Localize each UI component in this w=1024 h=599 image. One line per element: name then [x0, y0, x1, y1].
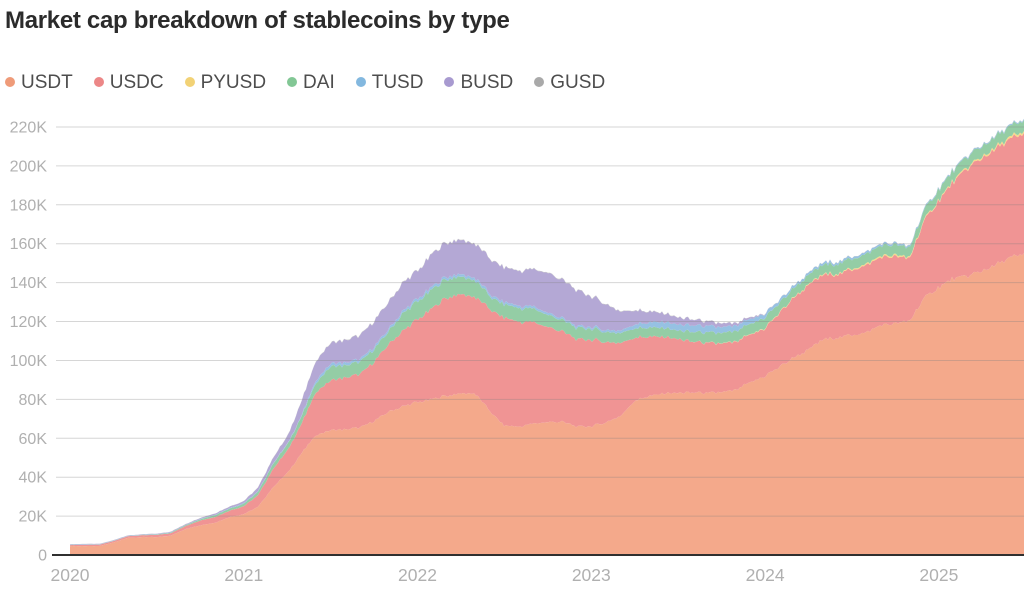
x-axis-tick-label: 2023 — [572, 565, 611, 585]
legend-label: GUSD — [550, 71, 606, 93]
y-axis-tick-label: 60K — [19, 431, 48, 448]
legend-item-dai[interactable]: DAI — [287, 73, 335, 92]
legend-label: DAI — [303, 71, 335, 93]
legend: USDT USDC PYUSD DAI TUSD BUSD GUSD — [5, 70, 605, 94]
y-axis-tick-label: 180K — [10, 197, 48, 214]
y-axis-tick-label: 140K — [10, 275, 48, 292]
page-title: Market cap breakdown of stablecoins by t… — [5, 7, 510, 34]
y-axis-tick-label: 20K — [19, 509, 48, 526]
legend-item-busd[interactable]: BUSD — [444, 73, 513, 92]
legend-dot — [5, 77, 15, 87]
x-axis-tick-label: 2024 — [746, 565, 785, 585]
legend-label: TUSD — [371, 71, 424, 93]
x-axis-tick-label: 2025 — [919, 565, 958, 585]
legend-label: USDC — [109, 71, 164, 93]
legend-label: BUSD — [460, 71, 514, 93]
legend-item-tusd[interactable]: TUSD — [355, 71, 424, 93]
legend-label: PYUSD — [200, 71, 267, 93]
y-axis-tick-label: 200K — [10, 158, 48, 175]
legend-label: USDT — [21, 71, 73, 93]
y-axis-tick-label: 160K — [10, 236, 48, 253]
legend-dot — [444, 77, 455, 87]
area-usdc[interactable] — [70, 133, 1024, 547]
y-axis-tick-label: 120K — [10, 314, 48, 331]
x-axis-tick-label: 2022 — [398, 565, 437, 585]
y-axis-tick-label: 220K — [10, 120, 48, 137]
legend-item-pyusd[interactable]: PYUSD — [184, 71, 267, 93]
y-axis-tick-label: 80K — [19, 392, 48, 409]
legend-dot — [287, 77, 298, 87]
x-axis-tick-label: 2020 — [51, 565, 90, 585]
y-axis-tick-label: 40K — [19, 470, 48, 487]
x-axis-tick-label: 2021 — [224, 565, 263, 585]
legend-item-usdc[interactable]: USDC — [93, 71, 164, 93]
area-usdt[interactable] — [70, 253, 1024, 555]
legend-dot — [184, 77, 195, 87]
legend-dot — [93, 77, 104, 87]
legend-dot — [534, 77, 545, 87]
y-axis-tick-label: 100K — [10, 353, 48, 370]
legend-dot — [355, 77, 366, 87]
y-axis-tick-label: 0 — [38, 548, 47, 565]
legend-item-gusd[interactable]: GUSD — [534, 73, 605, 92]
legend-item-usdt[interactable]: USDT — [5, 73, 73, 92]
